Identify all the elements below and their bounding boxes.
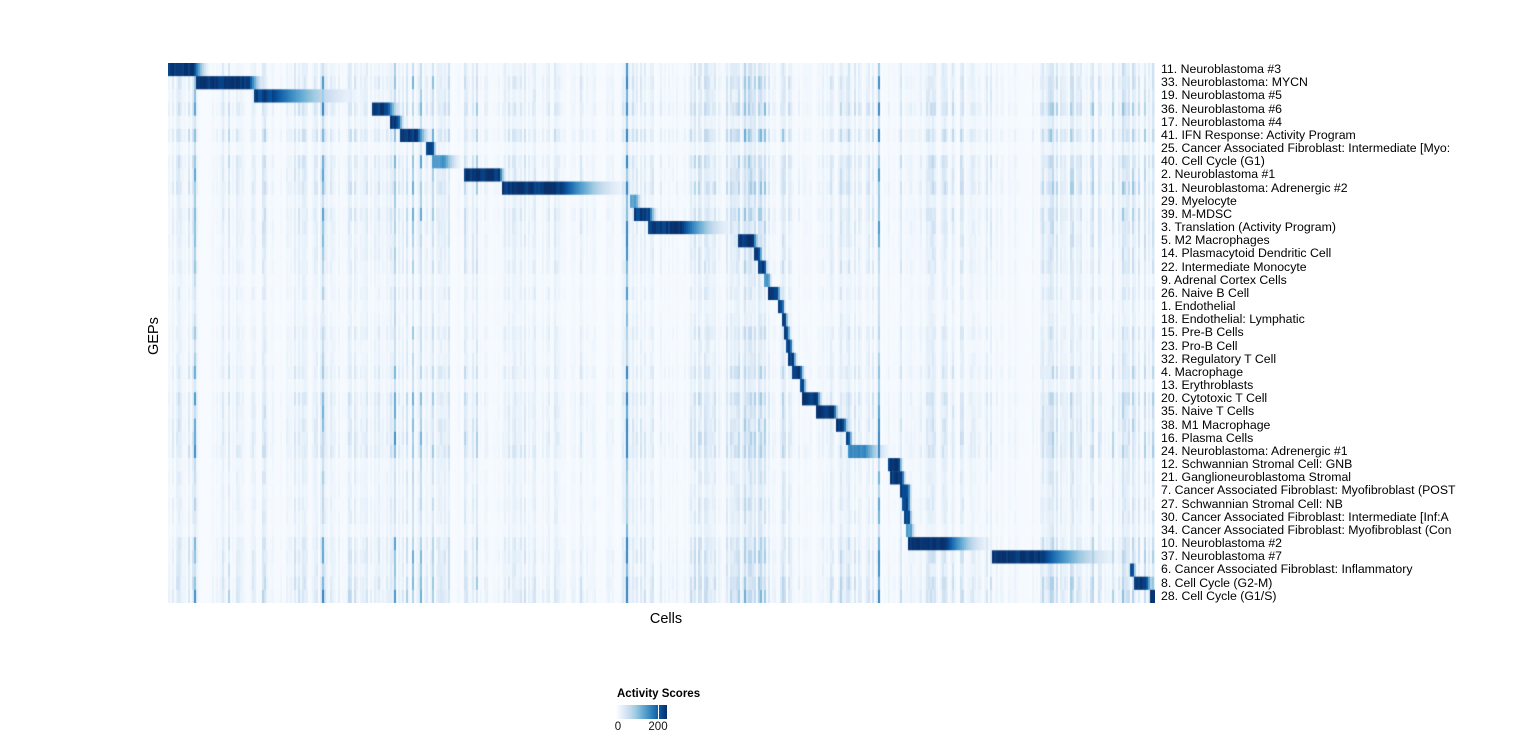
row-labels: 11. Neuroblastoma #3 33. Neuroblastoma: M… <box>1161 62 1540 603</box>
row-label: 4. Macrophage <box>1161 364 1244 379</box>
legend-tick-mark <box>657 705 660 719</box>
row-label: 15. Pre-B Cells <box>1161 325 1244 340</box>
row-label: 1. Endothelial <box>1161 299 1236 314</box>
legend-gradient-bar <box>617 705 667 719</box>
legend-gradient-canvas <box>617 705 667 719</box>
row-label: 30. Cancer Associated Fibroblast: Interm… <box>1161 509 1449 524</box>
row-label: 2. Neuroblastoma #1 <box>1161 167 1276 182</box>
row-label: 10. Neuroblastoma #2 <box>1161 536 1282 551</box>
row-label: 9. Adrenal Cortex Cells <box>1161 272 1287 287</box>
row-label: 13. Erythroblasts <box>1161 378 1254 393</box>
row-label: 37. Neuroblastoma #7 <box>1161 549 1282 564</box>
row-label: 21. Ganglioneuroblastoma Stromal <box>1161 470 1352 485</box>
row-label: 41. IFN Response: Activity Program <box>1161 127 1356 142</box>
row-label: 27. Schwannian Stromal Cell: NB <box>1161 496 1343 511</box>
row-label: 39. M-MDSC <box>1161 206 1233 221</box>
legend-tick-labels: 0 200 <box>614 721 777 734</box>
heatmap-canvas <box>168 63 1155 603</box>
row-label: 36. Neuroblastoma #6 <box>1161 101 1282 116</box>
row-label: 20. Cytotoxic T Cell <box>1161 391 1268 406</box>
row-label: 8. Cell Cycle (G2-M) <box>1161 575 1273 590</box>
row-label: 29. Myelocyte <box>1161 193 1237 208</box>
row-label: 17. Neuroblastoma #4 <box>1161 114 1282 129</box>
row-label: 34. Cancer Associated Fibroblast: Myofib… <box>1161 522 1452 537</box>
row-label: 23. Pro-B Cell <box>1161 338 1238 353</box>
row-label: 19. Neuroblastoma #5 <box>1161 88 1282 103</box>
row-label: 18. Endothelial: Lymphatic <box>1161 312 1305 327</box>
row-label: 12. Schwannian Stromal Cell: GNB <box>1161 457 1353 472</box>
row-label: 22. Intermediate Monocyte <box>1161 259 1307 274</box>
row-label: 28. Cell Cycle (G1/S) <box>1161 588 1277 603</box>
row-label: 16. Plasma Cells <box>1161 430 1254 445</box>
y-axis-label: GEPs <box>146 317 162 355</box>
row-label: 11. Neuroblastoma #3 <box>1161 62 1282 76</box>
row-label: 3. Translation (Activity Program) <box>1161 220 1336 235</box>
legend-tick-label-200: 200 <box>648 721 668 733</box>
row-label: 31. Neuroblastoma: Adrenergic #2 <box>1161 180 1348 195</box>
row-label: 24. Neuroblastoma: Adrenergic #1 <box>1161 443 1348 458</box>
row-label: 6. Cancer Associated Fibroblast: Inflamm… <box>1161 562 1413 577</box>
legend-title: Activity Scores <box>617 688 701 700</box>
row-label: 32. Regulatory T Cell <box>1161 351 1277 366</box>
row-label: 33. Neuroblastoma: MYCN <box>1161 75 1308 90</box>
row-label: 5. M2 Macrophages <box>1161 233 1270 248</box>
row-label: 38. M1 Macrophage <box>1161 417 1271 432</box>
row-label: 25. Cancer Associated Fibroblast: Interm… <box>1161 141 1451 156</box>
row-label: 14. Plasmacytoid Dendritic Cell <box>1161 246 1332 261</box>
row-label: 35. Naive T Cells <box>1161 404 1255 419</box>
row-label: 40. Cell Cycle (G1) <box>1161 154 1265 169</box>
legend-tick-label-0: 0 <box>614 721 622 733</box>
row-label: 26. Naive B Cell <box>1161 285 1250 300</box>
colorbar-legend: Activity Scores 0 200 <box>614 688 777 734</box>
x-axis-label: Cells <box>649 611 683 627</box>
row-label: 7. Cancer Associated Fibroblast: Myofibr… <box>1161 483 1456 498</box>
